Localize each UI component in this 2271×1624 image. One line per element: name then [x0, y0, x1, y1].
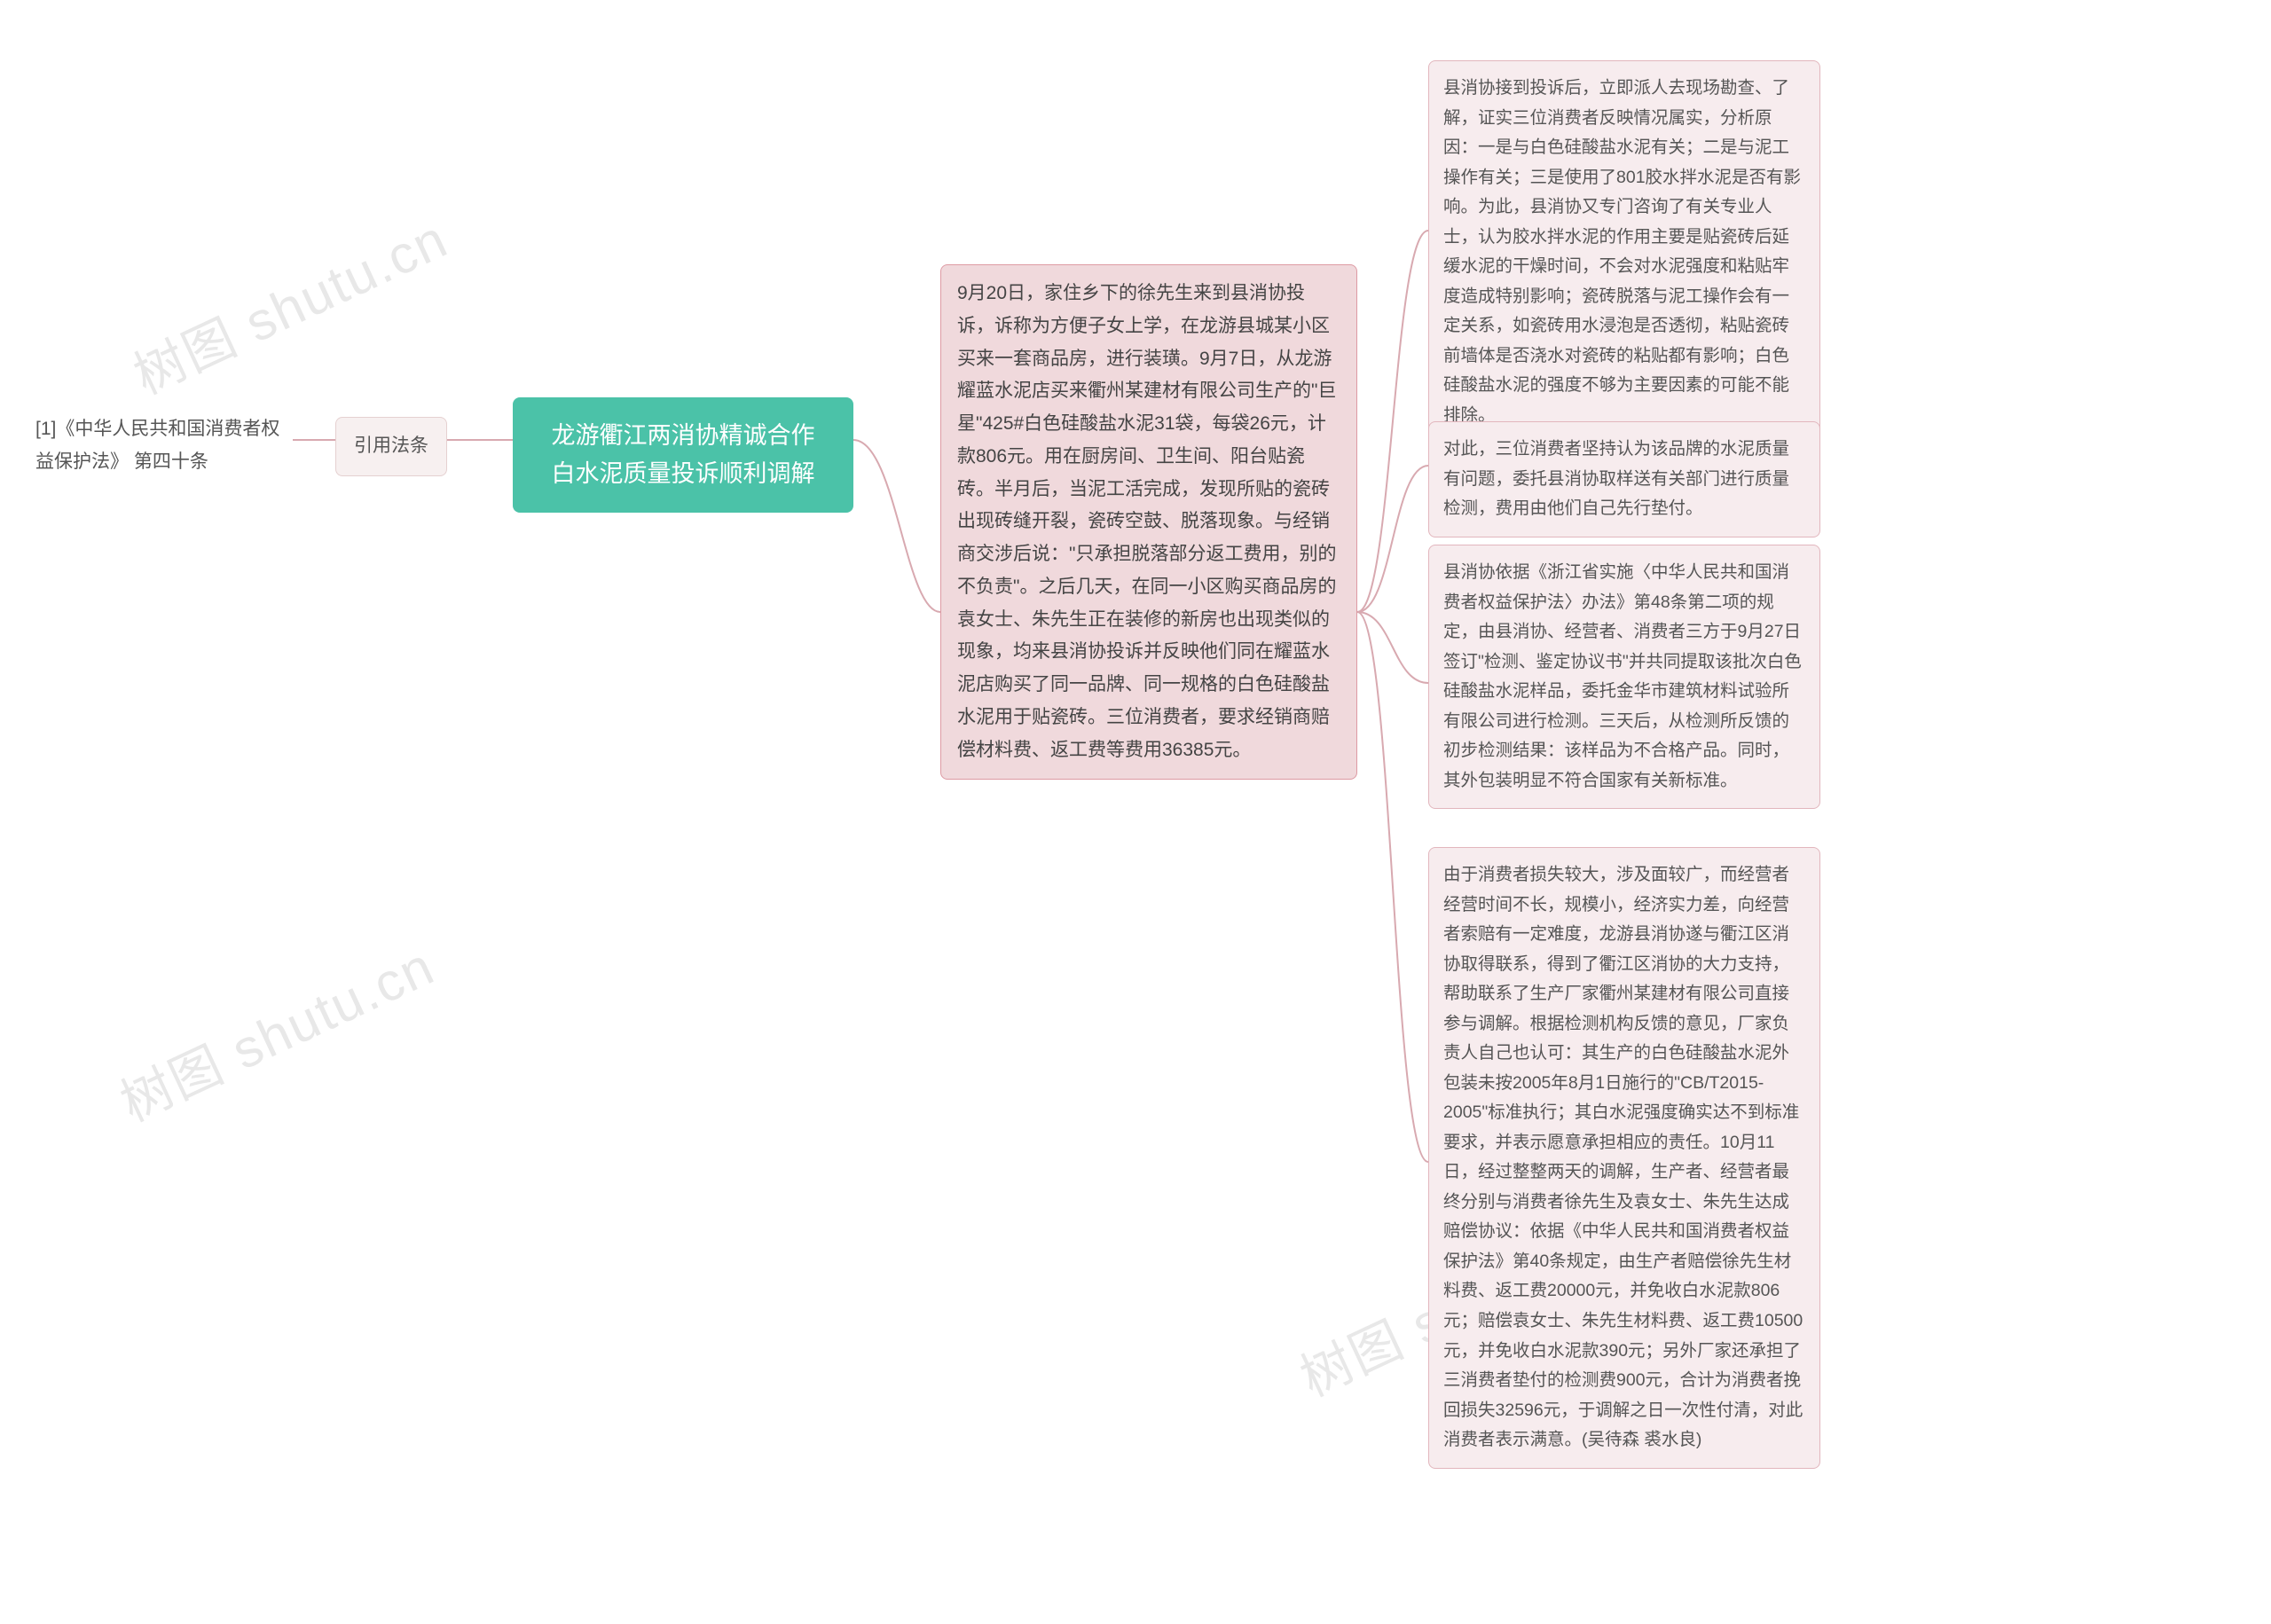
- mid-complaint-box: 9月20日，家住乡下的徐先生来到县消协投诉，诉称为方便子女上学，在龙游县城某小区…: [940, 264, 1357, 780]
- right-box-4-text: 由于消费者损失较大，涉及面较广，而经营者经营时间不长，规模小，经济实力差，向经营…: [1443, 865, 1803, 1449]
- left-ref-item: [1]《中华人民共和国消费者权益保护法》 第四十条: [35, 408, 297, 484]
- mid-complaint-text: 9月20日，家住乡下的徐先生来到县消协投诉，诉称为方便子女上学，在龙游县城某小区…: [957, 283, 1336, 760]
- right-box-2: 对此，三位消费者坚持认为该品牌的水泥质量有问题，委托县消协取样送有关部门进行质量…: [1428, 421, 1820, 537]
- right-box-2-text: 对此，三位消费者坚持认为该品牌的水泥质量有问题，委托县消协取样送有关部门进行质量…: [1443, 439, 1789, 518]
- left-ref-label: 引用法条: [335, 417, 447, 476]
- right-box-1-text: 县消协接到投诉后，立即派人去现场勘查、了解，证实三位消费者反映情况属实，分析原因…: [1443, 78, 1801, 425]
- left-ref-label-text: 引用法条: [354, 435, 428, 456]
- connector-lines: [0, 0, 2271, 1624]
- right-box-1: 县消协接到投诉后，立即派人去现场勘查、了解，证实三位消费者反映情况属实，分析原因…: [1428, 60, 1820, 443]
- root-line1: 龙游衢江两消协精诚合作: [536, 417, 830, 455]
- watermark-2: 树图 shutu.cn: [106, 925, 444, 1135]
- root-node: 龙游衢江两消协精诚合作 白水泥质量投诉顺利调解: [513, 397, 853, 513]
- left-ref-item-text: [1]《中华人民共和国消费者权益保护法》 第四十条: [35, 419, 279, 472]
- right-box-4: 由于消费者损失较大，涉及面较广，而经营者经营时间不长，规模小，经济实力差，向经营…: [1428, 847, 1820, 1469]
- root-line2: 白水泥质量投诉顺利调解: [536, 455, 830, 493]
- right-box-3-text: 县消协依据《浙江省实施〈中华人民共和国消费者权益保护法〉办法》第48条第二项的规…: [1443, 562, 1802, 790]
- watermark-1: 树图 shutu.cn: [120, 198, 458, 408]
- right-box-3: 县消协依据《浙江省实施〈中华人民共和国消费者权益保护法〉办法》第48条第二项的规…: [1428, 545, 1820, 809]
